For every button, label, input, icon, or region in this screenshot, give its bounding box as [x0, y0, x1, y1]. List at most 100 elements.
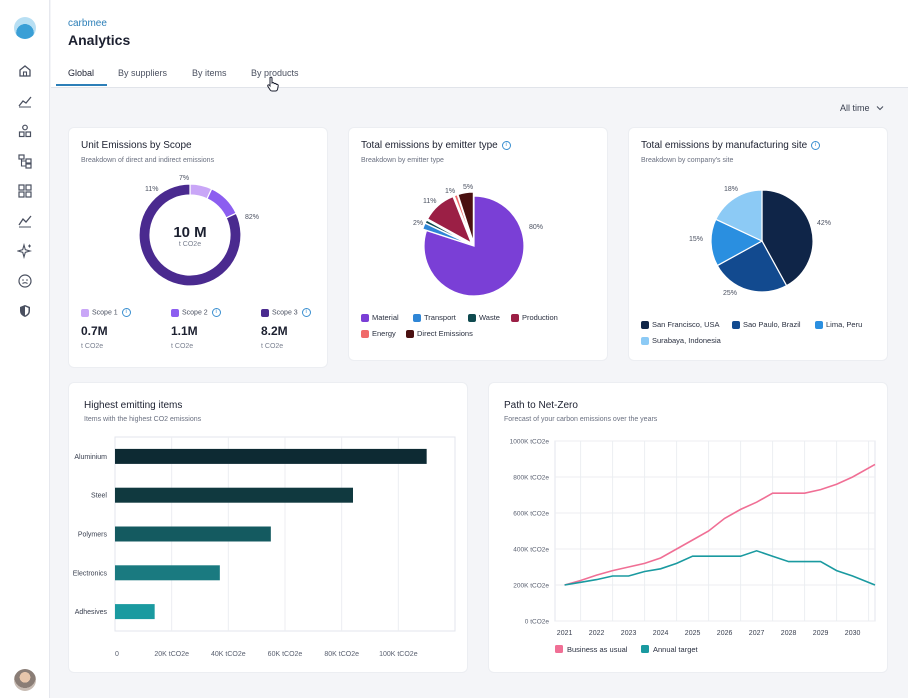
legend-swatch — [361, 330, 369, 339]
info-icon[interactable]: i — [121, 308, 131, 317]
legend-swatch — [468, 314, 476, 323]
x-tick-label: 2022 — [589, 630, 605, 637]
legend-swatch — [732, 321, 740, 330]
info-icon[interactable]: i — [501, 140, 511, 150]
emitter-pie-chart — [421, 191, 525, 297]
legend-label: Waste — [479, 313, 500, 322]
tab-by-products[interactable]: By products — [251, 68, 299, 78]
page-header: carbmee Analytics Global By suppliers By… — [51, 0, 908, 88]
bar-aluminium[interactable] — [115, 448, 427, 464]
scope-3-unit: t CO2e — [261, 343, 284, 350]
material-slice-label: 80% — [529, 224, 544, 231]
card-subtitle: Breakdown of direct and indirect emissio… — [81, 157, 215, 164]
surabaya-slice-label: 18% — [724, 186, 739, 193]
energy-slice[interactable] — [453, 193, 474, 243]
x-tick-label: 0 — [115, 651, 119, 658]
info-icon[interactable]: i — [211, 308, 221, 317]
x-tick-label: 40K tCO2e — [211, 651, 246, 658]
scope-2-unit: t CO2e — [171, 343, 194, 350]
card-subtitle: Forecast of your carbon emissions over t… — [504, 416, 658, 423]
bar-electronics[interactable] — [115, 565, 220, 581]
x-tick-label: 60K tCO2e — [268, 651, 303, 658]
series-line-annual-target[interactable] — [564, 549, 876, 586]
scope-3-slice-label: 82% — [245, 214, 260, 221]
y-category-label: Steel — [91, 493, 107, 500]
trend-icon[interactable] — [17, 213, 33, 229]
time-filter-dropdown[interactable]: All time — [840, 103, 884, 113]
lima-slice[interactable] — [710, 218, 764, 267]
shield-icon[interactable] — [17, 303, 33, 319]
production-slice[interactable] — [426, 195, 473, 245]
user-avatar[interactable] — [14, 669, 36, 691]
smiley-icon[interactable] — [17, 273, 33, 289]
bar-adhesives[interactable] — [115, 604, 155, 620]
x-tick-label: 2021 — [557, 630, 573, 637]
scope-3-slice[interactable] — [138, 183, 242, 287]
card-title: Path to Net-Zero — [504, 400, 578, 411]
x-tick-label: 2023 — [621, 630, 637, 637]
shapes-icon[interactable] — [17, 123, 33, 139]
scope-3-value: 8.2M — [261, 324, 288, 338]
energy-slice-label: 1% — [445, 188, 456, 195]
legend-swatch — [555, 645, 563, 653]
site-pie-chart — [710, 189, 814, 293]
card-title-text: Total emissions by manufacturing site — [641, 140, 808, 151]
x-tick-label: 2029 — [813, 630, 829, 637]
card-subtitle: Items with the highest CO2 emissions — [84, 416, 202, 423]
info-icon[interactable]: i — [811, 140, 821, 150]
x-tick-label: 2030 — [845, 630, 861, 637]
analytics-icon[interactable] — [17, 93, 33, 109]
scope-emissions-card: Unit Emissions by Scope Breakdown of dir… — [68, 127, 328, 368]
bar-steel[interactable] — [115, 487, 353, 503]
y-tick-label: 0 tCO2e — [525, 619, 550, 626]
x-tick-label: 2024 — [653, 630, 669, 637]
hierarchy-icon[interactable] — [17, 153, 33, 169]
sao-paulo-slice[interactable] — [716, 240, 788, 293]
card-title: Total emissions by manufacturing site i — [641, 140, 821, 151]
y-category-label: Polymers — [78, 532, 108, 539]
san-francisco-slice[interactable] — [761, 189, 814, 287]
card-title-text: Total emissions by emitter type — [361, 140, 498, 151]
direct-emissions-slice[interactable] — [457, 191, 474, 243]
donut-total-value: 10 M — [173, 224, 207, 241]
y-tick-label: 1000K tCO2e — [510, 439, 550, 446]
sparkle-icon[interactable] — [17, 243, 33, 259]
tab-by-items[interactable]: By items — [192, 68, 227, 78]
waste-slice[interactable] — [424, 219, 471, 245]
legend-label: Annual target — [653, 645, 699, 654]
legend-lima: Lima, Peru — [815, 320, 862, 330]
scope-3-swatch — [261, 308, 269, 317]
tab-global[interactable]: Global — [68, 68, 95, 78]
info-icon[interactable]: i — [301, 308, 311, 317]
x-tick-label: 100K tCO2e — [379, 651, 418, 658]
card-title: Highest emitting items — [84, 400, 183, 411]
card-subtitle: Breakdown by emitter type — [361, 157, 444, 164]
surabaya-slice[interactable] — [715, 189, 763, 242]
series-line-business-as-usual[interactable] — [564, 463, 876, 586]
legend-label: Production — [522, 313, 558, 322]
home-icon[interactable] — [17, 63, 33, 79]
scope-1-unit: t CO2e — [81, 343, 104, 350]
active-tab-indicator — [56, 84, 107, 86]
bar-polymers[interactable] — [115, 526, 271, 542]
app-logo[interactable] — [14, 17, 36, 39]
y-category-label: Electronics — [73, 570, 108, 577]
legend-label: Surabaya, Indonesia — [652, 336, 721, 345]
page-title: Analytics — [68, 32, 131, 48]
scope-1-label: Scope 1 — [92, 309, 118, 317]
scope-2-value: 1.1M — [171, 324, 198, 338]
scope-2-slice[interactable] — [206, 188, 237, 219]
plot-frame — [554, 440, 876, 622]
direct-slice-label: 5% — [463, 184, 474, 191]
legend-swatch — [413, 314, 421, 323]
dashboard-grid-icon[interactable] — [17, 183, 33, 199]
material-slice[interactable] — [423, 195, 525, 297]
tab-by-suppliers[interactable]: By suppliers — [118, 68, 168, 78]
y-category-label: Adhesives — [75, 609, 108, 616]
net-zero-card: Path to Net-Zero Forecast of your carbon… — [488, 382, 888, 673]
manufacturing-site-card: Total emissions by manufacturing site i B… — [628, 127, 888, 361]
scope-1-swatch — [81, 308, 89, 317]
scope-1-value: 0.7M — [81, 324, 108, 338]
